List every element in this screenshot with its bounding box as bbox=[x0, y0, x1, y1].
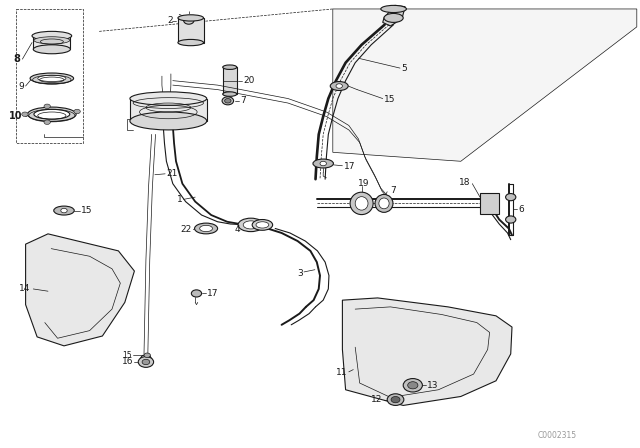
Circle shape bbox=[61, 208, 67, 213]
Ellipse shape bbox=[130, 92, 207, 105]
Text: 17: 17 bbox=[207, 289, 219, 298]
Text: 22: 22 bbox=[180, 225, 192, 234]
Circle shape bbox=[391, 396, 400, 403]
Circle shape bbox=[506, 194, 516, 201]
Ellipse shape bbox=[243, 221, 259, 229]
Circle shape bbox=[184, 17, 194, 24]
Circle shape bbox=[225, 99, 231, 103]
Ellipse shape bbox=[223, 92, 237, 96]
Circle shape bbox=[44, 120, 51, 125]
Ellipse shape bbox=[313, 159, 333, 168]
Ellipse shape bbox=[330, 82, 348, 90]
Ellipse shape bbox=[379, 198, 389, 209]
Ellipse shape bbox=[30, 73, 74, 84]
Ellipse shape bbox=[130, 112, 207, 130]
Circle shape bbox=[44, 104, 51, 108]
Circle shape bbox=[336, 84, 342, 88]
Circle shape bbox=[142, 359, 150, 365]
Text: 14: 14 bbox=[19, 284, 31, 293]
Text: 6: 6 bbox=[518, 205, 524, 214]
Text: 7: 7 bbox=[240, 96, 246, 105]
Circle shape bbox=[408, 382, 418, 389]
Polygon shape bbox=[26, 234, 134, 346]
Ellipse shape bbox=[384, 13, 403, 22]
Text: 18: 18 bbox=[459, 178, 470, 187]
Text: 20: 20 bbox=[243, 76, 255, 85]
Text: 19: 19 bbox=[358, 179, 370, 188]
Text: 13: 13 bbox=[427, 381, 438, 390]
Text: 3: 3 bbox=[297, 269, 303, 278]
Polygon shape bbox=[178, 18, 204, 43]
Text: 9: 9 bbox=[18, 82, 24, 90]
Text: 15: 15 bbox=[384, 95, 396, 104]
Ellipse shape bbox=[375, 194, 393, 212]
Circle shape bbox=[74, 109, 80, 114]
Polygon shape bbox=[342, 298, 512, 405]
Text: 5: 5 bbox=[401, 64, 407, 73]
Ellipse shape bbox=[38, 75, 66, 82]
Text: 7: 7 bbox=[390, 186, 396, 195]
Text: 8: 8 bbox=[13, 54, 20, 64]
Ellipse shape bbox=[34, 109, 70, 119]
Text: 21: 21 bbox=[166, 169, 178, 178]
Ellipse shape bbox=[355, 197, 368, 210]
Circle shape bbox=[403, 379, 422, 392]
Circle shape bbox=[506, 216, 516, 223]
Circle shape bbox=[320, 161, 326, 166]
Ellipse shape bbox=[195, 223, 218, 234]
Ellipse shape bbox=[32, 31, 72, 40]
Ellipse shape bbox=[54, 206, 74, 215]
Circle shape bbox=[191, 290, 202, 297]
Ellipse shape bbox=[33, 45, 70, 54]
Ellipse shape bbox=[178, 39, 204, 46]
Circle shape bbox=[144, 353, 150, 358]
Ellipse shape bbox=[28, 107, 76, 121]
Text: 15: 15 bbox=[81, 206, 93, 215]
Ellipse shape bbox=[238, 218, 264, 232]
Ellipse shape bbox=[256, 222, 269, 228]
Ellipse shape bbox=[381, 5, 406, 13]
Circle shape bbox=[138, 357, 154, 367]
Text: 12: 12 bbox=[371, 395, 383, 404]
Circle shape bbox=[387, 394, 404, 405]
Polygon shape bbox=[130, 99, 207, 121]
Circle shape bbox=[222, 97, 234, 105]
Text: 15: 15 bbox=[122, 351, 132, 360]
Ellipse shape bbox=[350, 192, 373, 215]
Polygon shape bbox=[33, 36, 70, 49]
Text: 16: 16 bbox=[122, 358, 133, 366]
Text: 10: 10 bbox=[9, 112, 22, 121]
Text: 4: 4 bbox=[235, 225, 241, 234]
Text: 1: 1 bbox=[177, 195, 182, 204]
Text: 17: 17 bbox=[344, 162, 355, 171]
Text: C0002315: C0002315 bbox=[538, 431, 577, 440]
Polygon shape bbox=[333, 9, 637, 161]
Circle shape bbox=[22, 112, 28, 116]
Ellipse shape bbox=[223, 65, 237, 69]
Text: 2: 2 bbox=[167, 16, 173, 25]
Text: 11: 11 bbox=[336, 368, 348, 377]
Ellipse shape bbox=[200, 225, 212, 232]
Ellipse shape bbox=[178, 15, 204, 21]
Ellipse shape bbox=[252, 220, 273, 230]
Polygon shape bbox=[480, 193, 499, 214]
Polygon shape bbox=[383, 5, 405, 26]
Ellipse shape bbox=[34, 37, 70, 44]
Polygon shape bbox=[223, 67, 237, 94]
